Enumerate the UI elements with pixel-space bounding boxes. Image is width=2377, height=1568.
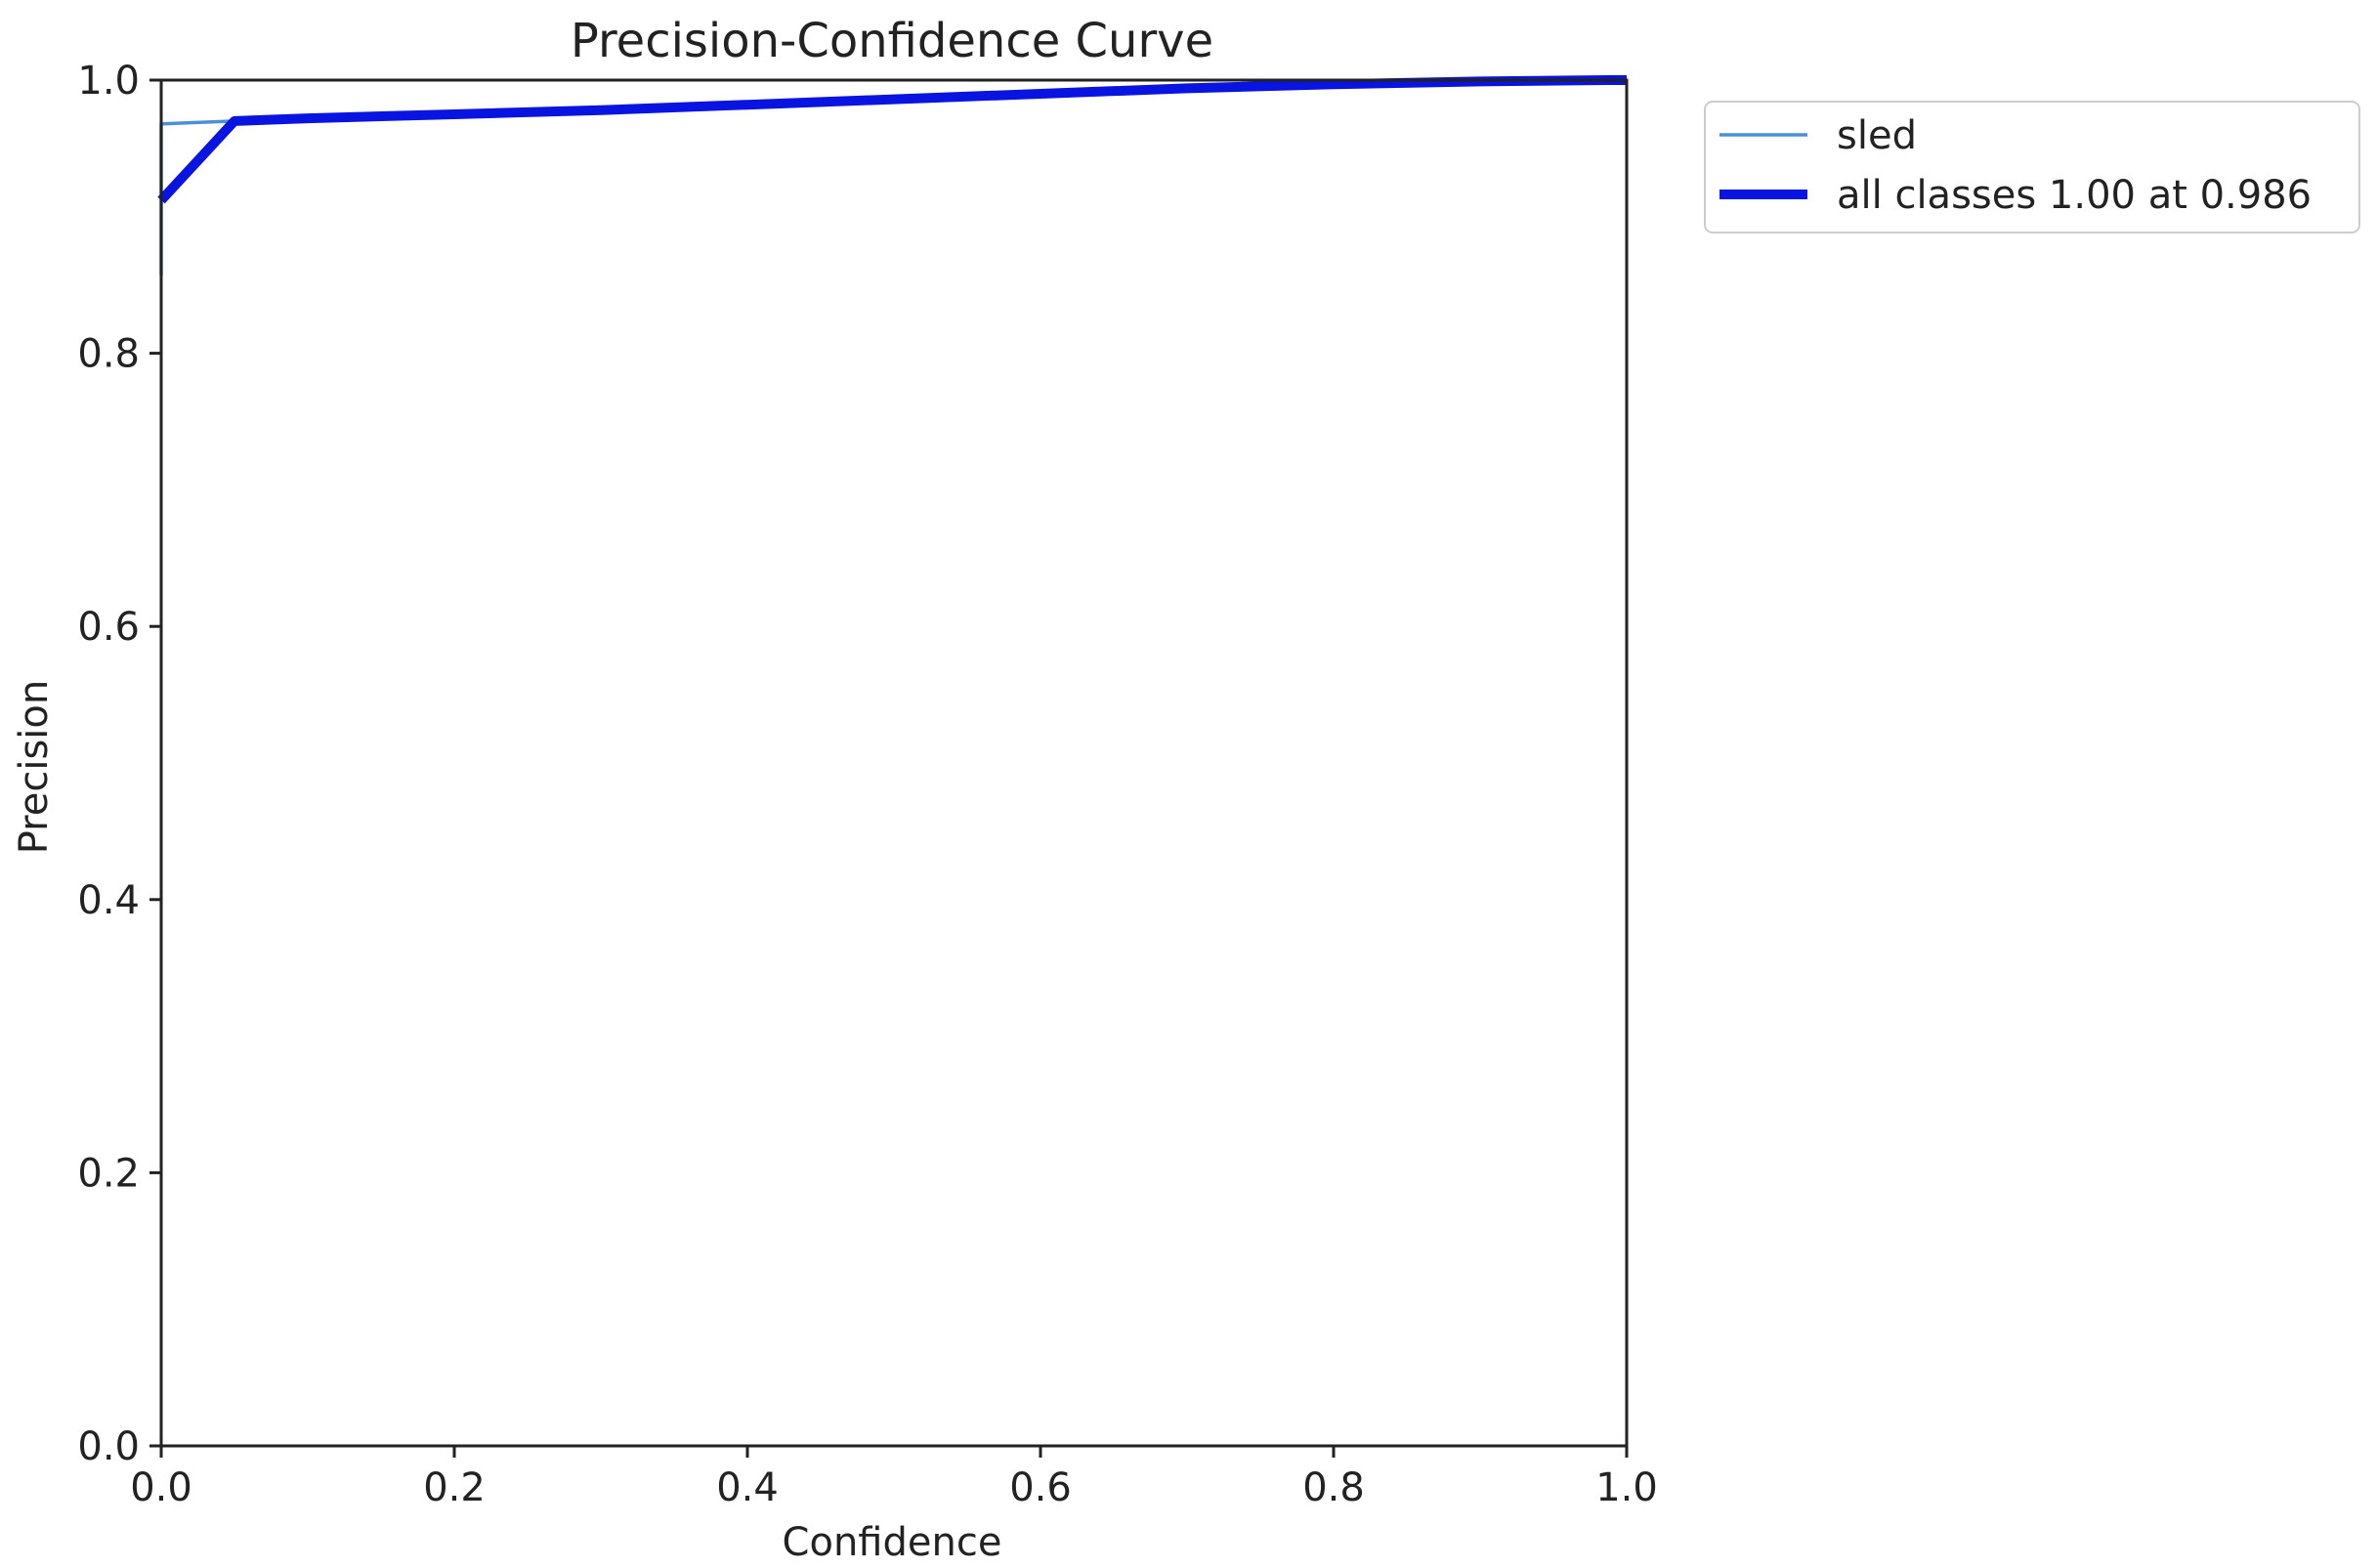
x-axis-label: Confidence: [783, 1520, 1002, 1565]
legend-items: sled all classes 1.00 at 0.986: [1719, 113, 2312, 218]
y-tick-label: 0.4: [77, 878, 140, 923]
x-tick-label: 1.0: [1595, 1465, 1658, 1510]
x-tick-label: 0.0: [130, 1465, 192, 1510]
legend-box: [1704, 101, 2360, 233]
legend-label: all classes 1.00 at 0.986: [1837, 173, 2312, 218]
x-tick-label: 0.6: [1009, 1465, 1072, 1510]
series-line-sled: [159, 78, 1627, 275]
x-tick-label: 0.4: [716, 1465, 779, 1510]
series-line-all-classes: [157, 75, 1627, 204]
y-axis-ticks: 0.0 0.2 0.4 0.6 0.8 1.0: [77, 59, 161, 1469]
plot-frame: [159, 78, 1629, 1448]
y-tick-label: 0.8: [77, 332, 140, 377]
y-tick-label: 0.6: [77, 605, 140, 650]
plot-area: [157, 75, 1629, 1448]
series-layer: [157, 75, 1627, 275]
y-tick-label: 1.0: [77, 59, 140, 104]
y-tick-label: 0.0: [77, 1424, 140, 1469]
y-axis-label: Precision: [12, 680, 57, 854]
chart-title: Precision-Confidence Curve: [571, 14, 1213, 68]
legend: sled all classes 1.00 at 0.986: [1704, 101, 2360, 233]
x-axis-ticks: 0.0 0.2 0.4 0.6 0.8 1.0: [130, 1446, 1658, 1510]
x-tick-label: 0.8: [1302, 1465, 1365, 1510]
y-tick-label: 0.2: [77, 1151, 140, 1196]
legend-label: sled: [1837, 113, 1917, 158]
x-tick-label: 0.2: [423, 1465, 486, 1510]
